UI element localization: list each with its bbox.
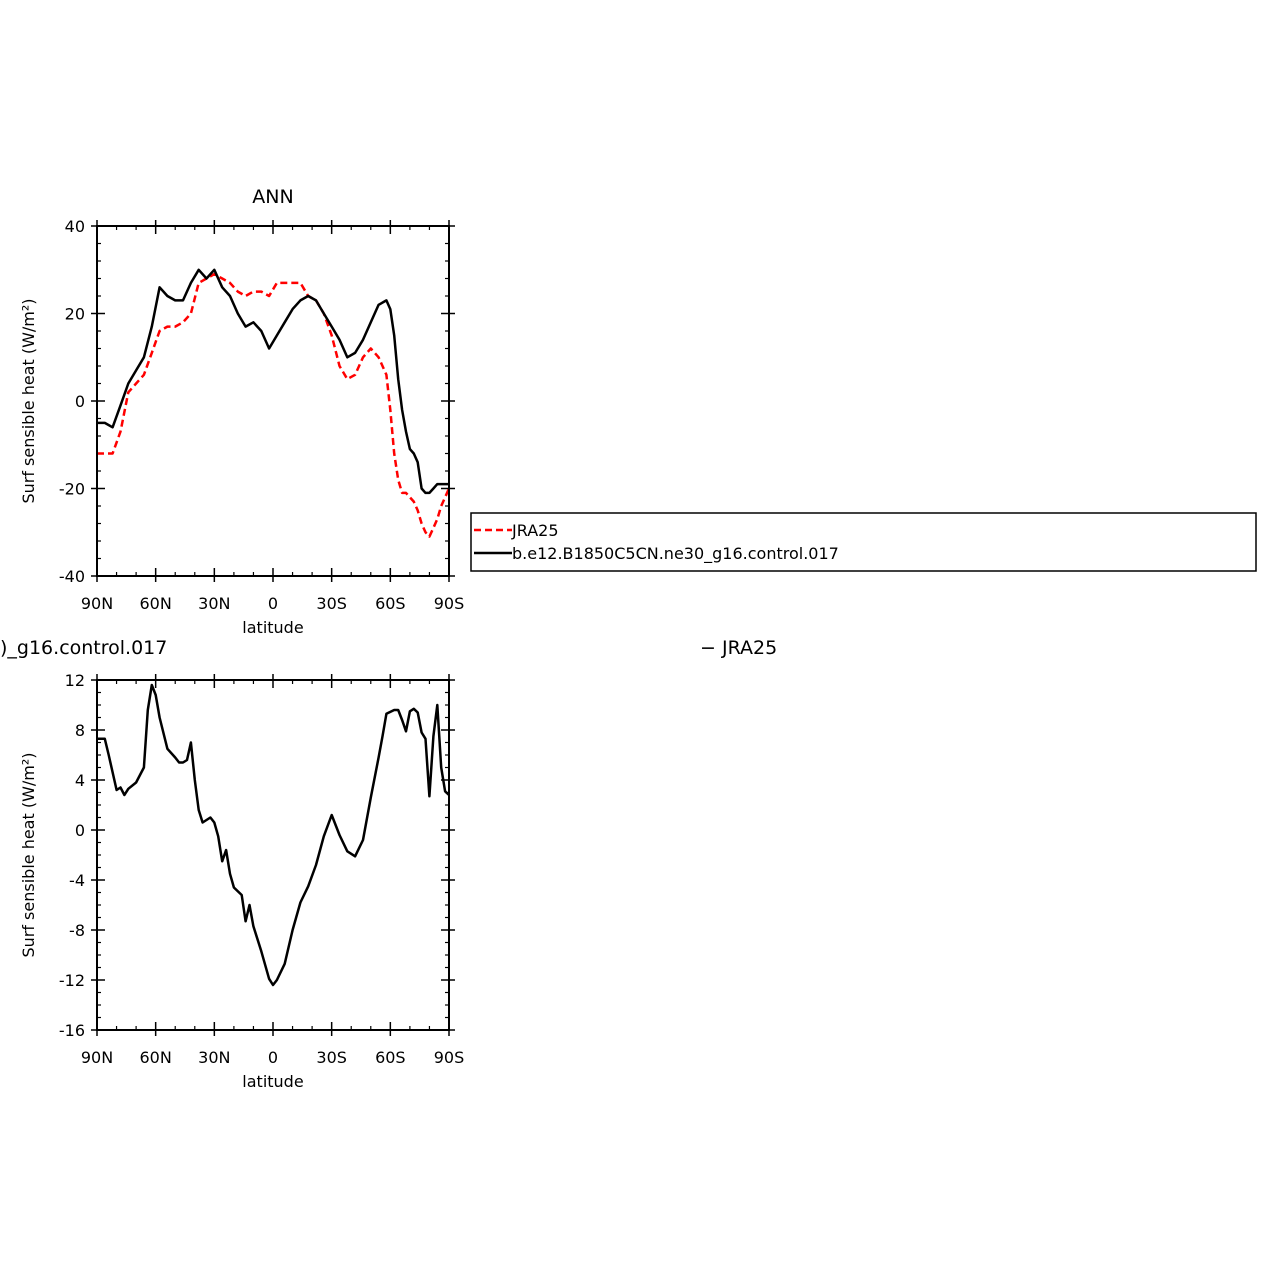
top-x-axis-title: latitude: [242, 618, 303, 637]
legend-box: [470, 512, 1257, 572]
y-tick-label: 4: [75, 771, 85, 790]
bottom-plot-title-left: )_g16.control.017: [0, 637, 167, 659]
y-tick-label: -8: [69, 921, 85, 940]
bottom-plot-frame: [96, 679, 450, 1031]
y-tick-label: -4: [69, 871, 85, 890]
x-tick-label: 30N: [198, 594, 230, 613]
y-tick-label: 12: [65, 671, 85, 690]
y-tick-label: -20: [59, 480, 85, 499]
top-series-lines: [97, 268, 451, 538]
x-tick-label: 0: [268, 1048, 278, 1067]
x-tick-label: 0: [268, 594, 278, 613]
bottom-panel: )_g16.control.017 − JRA25 90N 60N 30N 0 30S 6…: [0, 637, 777, 1091]
y-tick-label: -16: [59, 1021, 85, 1040]
x-tick-label: 90S: [434, 594, 465, 613]
x-tick-label: 30S: [316, 594, 347, 613]
x-tick-label: 90S: [434, 1048, 465, 1067]
top-plot-title: ANN: [252, 186, 293, 208]
y-tick-label: -12: [59, 971, 85, 990]
x-tick-label: 60N: [140, 1048, 172, 1067]
legend: JRA25 b.e12.B1850C5CN.ne30_g16.control.0…: [470, 512, 1257, 572]
top-y-axis-title: Surf sensible heat (W/m²): [19, 298, 38, 503]
x-tick-label: 60S: [375, 594, 406, 613]
bottom-plot-title-right: − JRA25: [700, 637, 777, 659]
bottom-tick-labels: 90N 60N 30N 0 30S 60S 90S 12 8 4 0 -4 -8 -12 -16: [59, 671, 464, 1067]
bottom-x-axis-title: latitude: [242, 1072, 303, 1091]
top-tick-labels: 90N 60N 30N 0 30S 60S 90S 40 20 0 -20 -40: [59, 217, 464, 613]
bottom-series-lines: [97, 683, 450, 987]
x-tick-label: 90N: [81, 594, 113, 613]
y-tick-label: 0: [75, 392, 85, 411]
bottom-y-axis-title: Surf sensible heat (W/m²): [19, 752, 38, 957]
legend-label-jra25: JRA25: [511, 521, 559, 540]
y-tick-label: 40: [65, 217, 85, 236]
y-tick-label: 8: [75, 721, 85, 740]
x-tick-label: 90N: [81, 1048, 113, 1067]
y-tick-label: -40: [59, 567, 85, 586]
series-line-jra25: [97, 272, 451, 538]
top-panel: ANN 90N 60N 30N 0 30S 60S 90S 40 20 0 -20 -40 latit…: [19, 186, 464, 637]
series-line-control: [97, 268, 449, 495]
x-tick-label: 60N: [140, 594, 172, 613]
y-tick-label: 20: [65, 305, 85, 324]
series-line-difference: [97, 683, 450, 987]
x-tick-label: 30S: [316, 1048, 347, 1067]
x-tick-label: 30N: [198, 1048, 230, 1067]
x-tick-label: 60S: [375, 1048, 406, 1067]
top-plot-frame: [96, 225, 450, 577]
y-tick-label: 0: [75, 821, 85, 840]
legend-label-control: b.e12.B1850C5CN.ne30_g16.control.017: [512, 544, 839, 564]
